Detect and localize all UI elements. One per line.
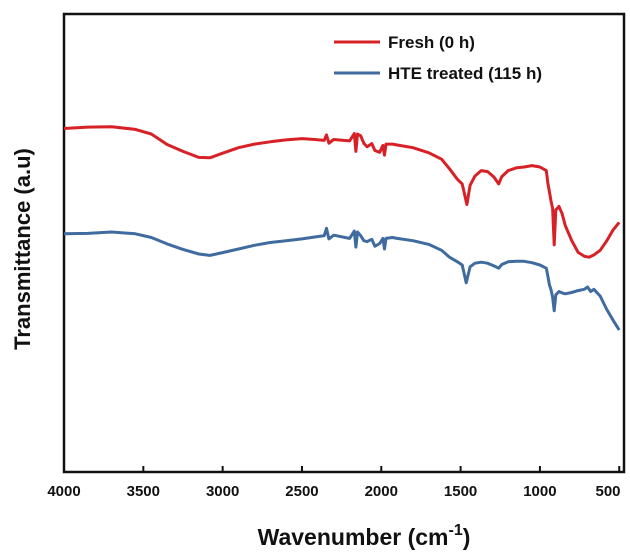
y-axis-title: Transmittance (a.u) [10, 148, 35, 350]
x-axis-title-superscript: -1 [448, 522, 462, 539]
series-line-fresh [63, 125, 621, 259]
legend: Fresh (0 h) HTE treated (115 h) [334, 33, 542, 83]
x-tick-label: 1500 [444, 483, 477, 500]
series-layer [63, 125, 621, 331]
x-tick-label: 1000 [523, 483, 556, 500]
x-tick-label: 3500 [127, 483, 160, 500]
x-tick-label: 2000 [365, 483, 398, 500]
legend-label-fresh: Fresh (0 h) [388, 33, 475, 52]
x-axis-ticks: 4000 3500 3000 2500 2000 1500 1000 500 [47, 466, 621, 500]
x-tick-label: 2500 [285, 483, 318, 500]
series-line-hte-treated [63, 226, 621, 331]
plot-area: 4000 3500 3000 2500 2000 1500 1000 500 Fresh (0… [47, 12, 626, 500]
legend-label-hte-treated: HTE treated (115 h) [388, 64, 542, 83]
x-tick-label: 500 [595, 483, 620, 500]
x-axis-title-close: ) [463, 524, 471, 550]
x-tick-label: 3000 [206, 483, 239, 500]
x-axis-title-main: Wavenumber (cm [258, 524, 449, 550]
x-axis-title: Wavenumber (cm-1) [258, 522, 471, 550]
x-tick-label: 4000 [47, 483, 80, 500]
plot-frame [62, 12, 626, 474]
